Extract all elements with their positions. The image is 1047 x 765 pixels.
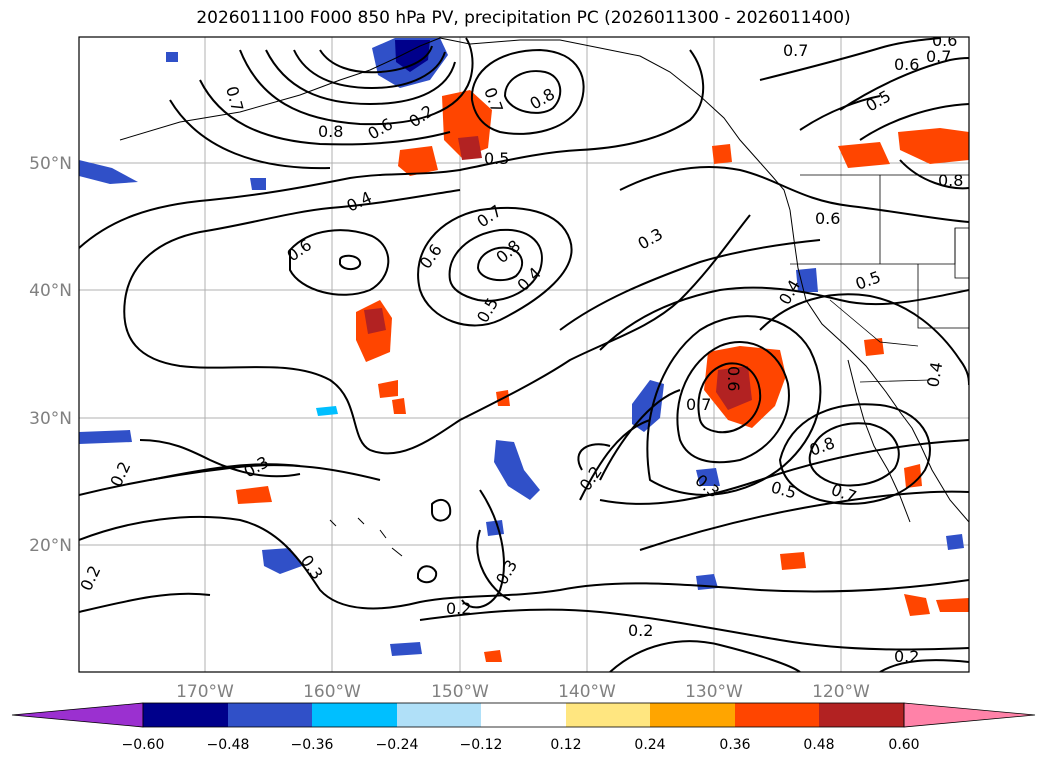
coastlines	[119, 37, 969, 557]
precip-blob-negative	[486, 520, 504, 536]
lon-label: 120°W	[812, 682, 870, 702]
precip-blob-negative	[166, 52, 178, 62]
colorbar-tick-label: −0.12	[460, 737, 503, 753]
map-title: 2026011100 F000 850 hPa PV, precipitatio…	[196, 8, 851, 28]
precip-blob-positive	[904, 594, 930, 616]
precip-blob-positive	[484, 650, 502, 662]
precip-blob-positive	[712, 144, 732, 164]
precip-blob-positive	[904, 464, 922, 488]
colorbar-extend-left	[11, 702, 144, 728]
precip-blob-negative	[390, 642, 422, 656]
colorbar-segment	[650, 703, 735, 727]
precip-blob-negative	[946, 534, 964, 550]
colorbar-segment	[397, 703, 481, 727]
lat-label: 30°N	[29, 409, 72, 429]
colorbar-tick-label: 0.12	[550, 737, 581, 753]
precip-blob-positive	[378, 380, 398, 398]
lat-label: 40°N	[29, 281, 72, 301]
precip-blob-positive	[458, 136, 482, 160]
precip-blob-positive	[864, 338, 884, 356]
precip-blob-negative	[262, 548, 302, 574]
lat-label: 20°N	[29, 536, 72, 556]
precip-blob-positive	[442, 90, 492, 158]
contour-label: 0.2	[628, 621, 653, 640]
lon-label: 150°W	[431, 682, 489, 702]
lon-label: 160°W	[303, 682, 361, 702]
colorbar-tick-label: 0.24	[634, 737, 665, 753]
precip-blob-positive	[838, 142, 890, 168]
colorbar-tick-label: −0.24	[376, 737, 419, 753]
lat-label: 50°N	[29, 154, 72, 174]
contour-label: 0.6	[894, 55, 919, 74]
precip-blob-positive	[716, 366, 752, 410]
contour-label: 0.6	[724, 366, 743, 391]
colorbar-tick-label: 0.36	[719, 737, 750, 753]
colorbar-tick-label: −0.36	[291, 737, 334, 753]
precip-blob-positive	[898, 128, 969, 164]
contour-label: 0.4	[923, 360, 946, 388]
colorbar-segment	[228, 703, 312, 727]
precip-blob-positive	[364, 308, 386, 334]
precip-blob-positive	[392, 398, 406, 414]
colorbar-segment	[143, 703, 228, 727]
colorbar-tick-label: 0.48	[803, 737, 834, 753]
contour-label: 0.7	[926, 47, 951, 66]
colorbar-tick-label: −0.60	[122, 737, 165, 753]
contour-label: 0.7	[686, 395, 711, 414]
precip-blob-negative	[395, 40, 430, 72]
contour-label: 0.5	[484, 149, 509, 168]
precip-blob-positive	[936, 598, 969, 612]
colorbar-segment	[735, 703, 819, 727]
colorbar-segment	[481, 703, 566, 727]
pv-contours	[79, 37, 969, 672]
precip-blob-positive	[236, 486, 272, 504]
colorbar-tick-label: −0.48	[207, 737, 250, 753]
political-borders	[790, 174, 969, 383]
colorbar-segment	[819, 703, 904, 727]
contour-label: 0.2	[446, 599, 471, 618]
precip-blob-negative	[79, 430, 132, 444]
colorbar-segment	[566, 703, 650, 727]
colorbar-extend-right	[903, 702, 1036, 728]
precip-blob-positive	[780, 552, 806, 570]
contour-label: 0.6	[815, 209, 840, 228]
precip-blob-negative	[250, 178, 266, 190]
precip-blob-negative	[796, 268, 818, 292]
map-panel	[79, 37, 969, 672]
colorbar: −0.60 −0.48 −0.36 −0.24 −0.12 0.12 0.24 …	[11, 702, 1036, 753]
precip-blob-negative	[316, 406, 338, 416]
contour-label: 0.7	[783, 41, 808, 60]
contour-label: 0.8	[938, 171, 963, 190]
map-frame	[78, 36, 970, 673]
lon-label: 140°W	[558, 682, 616, 702]
contour-label: 0.6	[932, 31, 957, 50]
precip-blob-negative	[696, 468, 720, 486]
precip-blob-negative	[79, 160, 138, 184]
latitude-labels: 50°N 40°N 30°N 20°N	[29, 154, 72, 556]
precip-blob-positive	[398, 146, 438, 176]
lon-label: 130°W	[685, 682, 743, 702]
lon-label: 170°W	[176, 682, 234, 702]
precip-blob-negative	[494, 440, 540, 500]
colorbar-tick-label: 0.60	[888, 737, 919, 753]
contour-label: 0.2	[894, 647, 919, 666]
longitude-labels: 170°W 160°W 150°W 140°W 130°W 120°W	[176, 682, 870, 702]
contour-label: 0.8	[318, 122, 343, 141]
colorbar-segment	[312, 703, 397, 727]
